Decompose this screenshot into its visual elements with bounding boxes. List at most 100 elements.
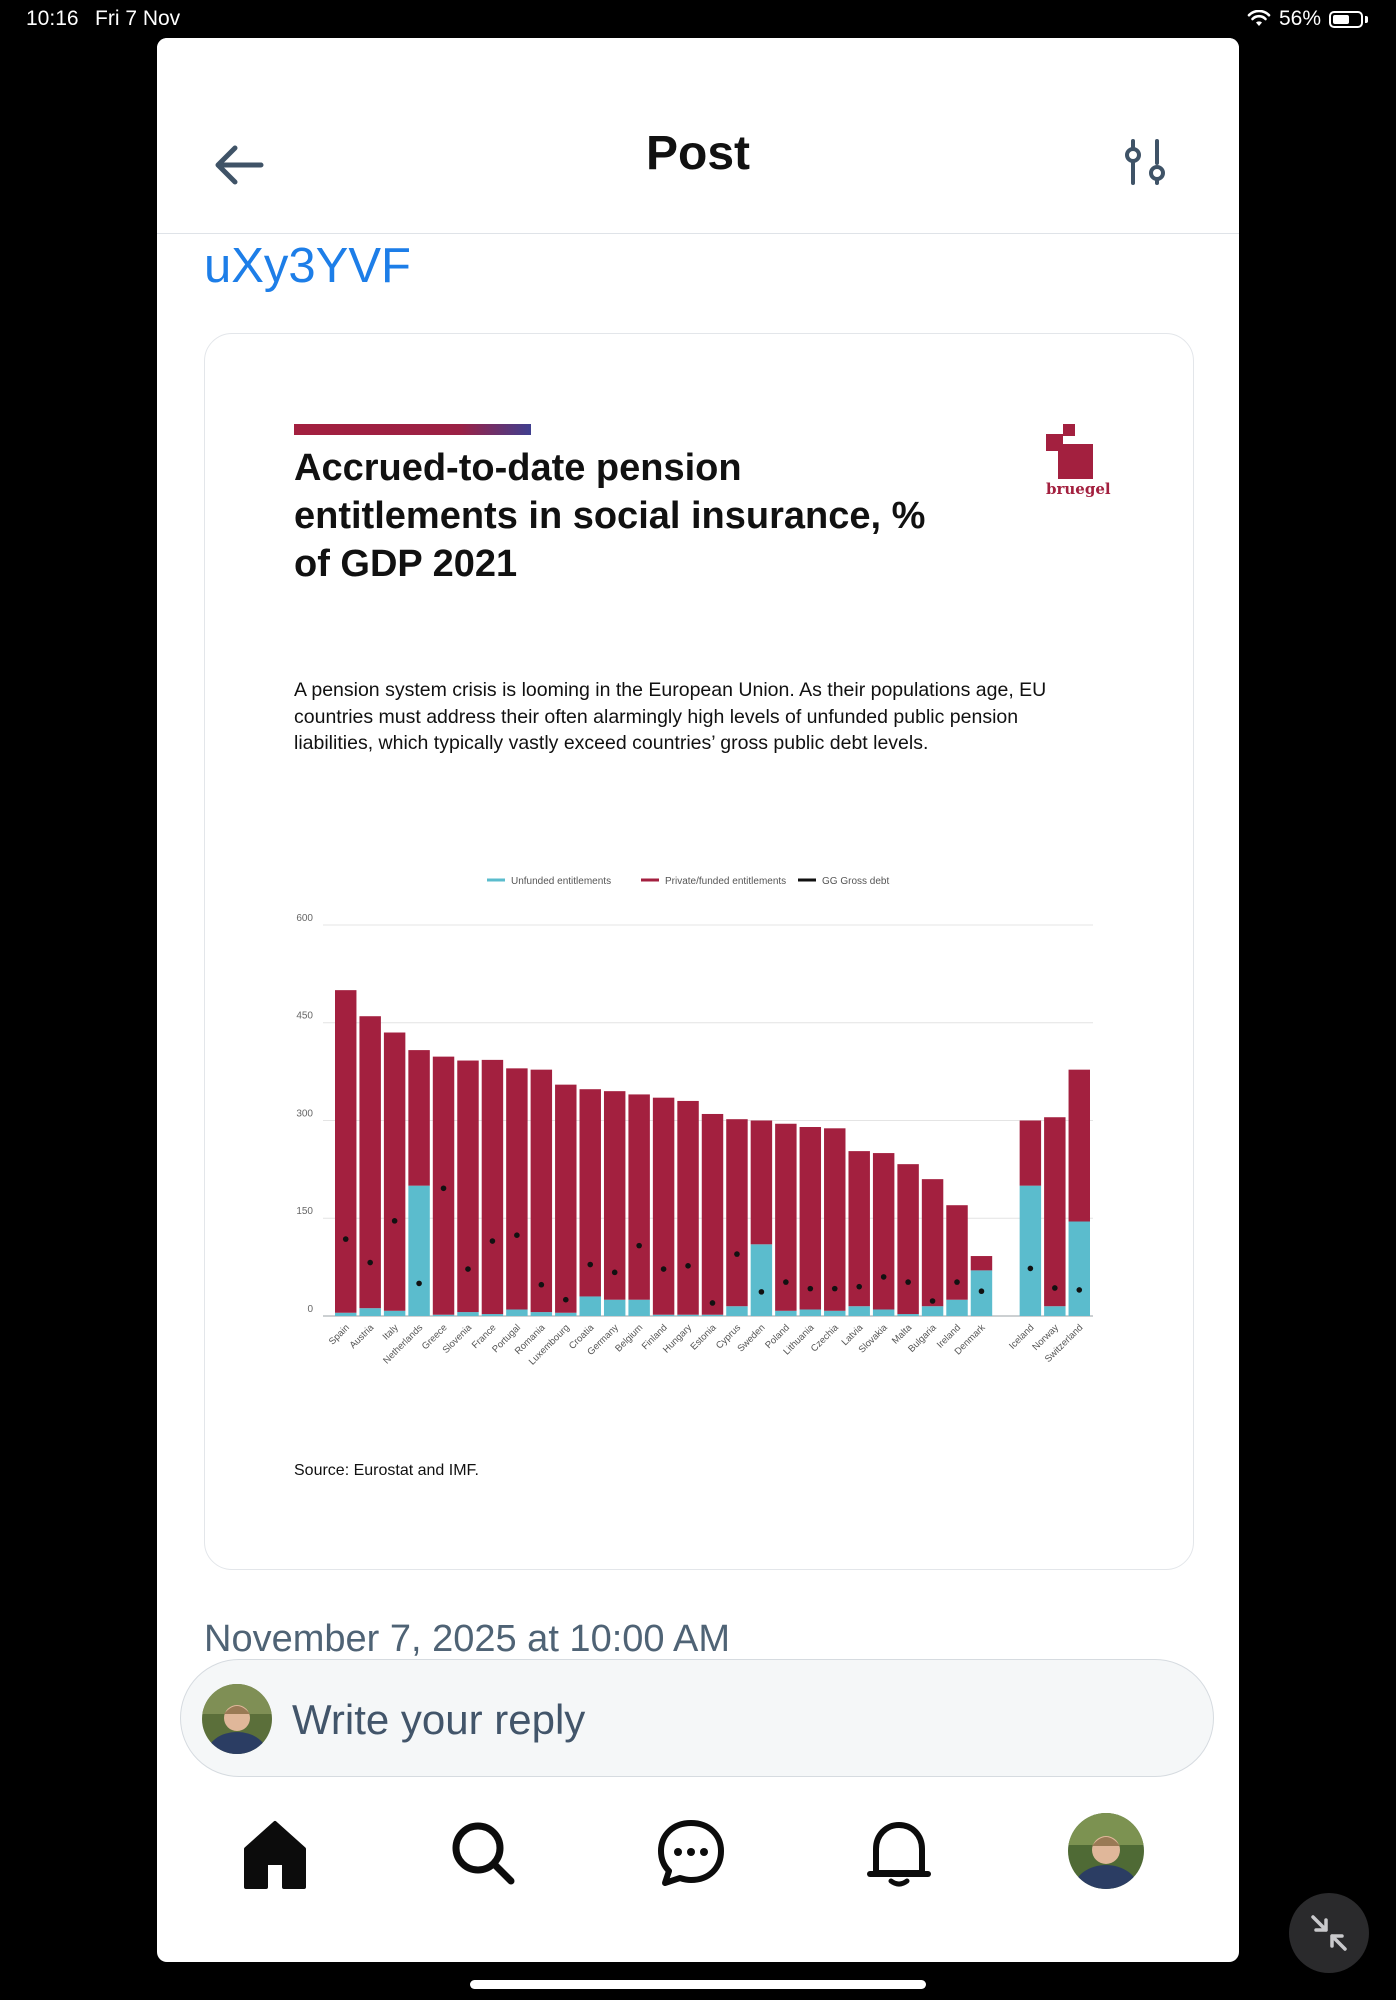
bar-private: [457, 1060, 479, 1313]
bar-unfunded: [726, 1306, 748, 1316]
bar-private: [1068, 1069, 1090, 1222]
bar-unfunded: [628, 1299, 650, 1316]
debt-marker: [660, 1266, 667, 1272]
bar-private: [726, 1119, 748, 1307]
bar-private: [530, 1069, 553, 1313]
bar-unfunded: [335, 1312, 357, 1316]
page-title: Post: [645, 127, 750, 180]
bar-unfunded: [530, 1312, 553, 1316]
bar-private: [628, 1094, 650, 1300]
post-link[interactable]: uXy3YVF: [204, 239, 411, 293]
bar-unfunded: [799, 1309, 822, 1316]
chart-debt-markers: [342, 1185, 1083, 1306]
bar-unfunded: [432, 1314, 455, 1316]
collapse-arrows-icon: [1311, 1915, 1347, 1951]
nav-search[interactable]: [443, 1813, 523, 1893]
chart-bars: [335, 990, 1090, 1316]
x-tick-label: Estonia: [688, 1322, 719, 1353]
debt-marker: [562, 1296, 569, 1303]
reply-input[interactable]: Write your reply: [180, 1659, 1214, 1777]
chart-source: Source: Eurostat and IMF.: [294, 1462, 479, 1479]
bar-unfunded: [1044, 1306, 1066, 1316]
bar-unfunded: [1068, 1221, 1090, 1316]
x-tick-label: Belgium: [613, 1322, 645, 1354]
battery-nub: [1365, 15, 1368, 23]
debt-marker: [514, 1232, 520, 1238]
bar-private: [921, 1179, 944, 1307]
bar-unfunded: [359, 1308, 381, 1316]
bar-private: [481, 1059, 504, 1315]
bar-private: [603, 1091, 626, 1300]
bar-private: [701, 1113, 724, 1315]
bar-private: [652, 1097, 675, 1315]
y-tick-label: 600: [296, 913, 313, 924]
x-tick-label: Sweden: [735, 1322, 767, 1354]
debt-marker: [416, 1280, 422, 1287]
debt-marker: [1076, 1287, 1083, 1293]
debt-marker: [880, 1274, 887, 1280]
bar-unfunded: [408, 1185, 430, 1316]
app-window: Post uXy3YVF: [157, 38, 1239, 1962]
home-indicator: [470, 1980, 926, 1989]
x-tick-label: Czechia: [809, 1322, 842, 1355]
status-time: 10:16: [26, 7, 79, 30]
bar-private: [1044, 1117, 1066, 1307]
nav-notifications[interactable]: [859, 1813, 939, 1893]
debt-marker: [905, 1279, 911, 1285]
debt-marker: [465, 1266, 471, 1272]
bell-icon: [867, 1822, 931, 1887]
bar-unfunded: [897, 1314, 919, 1316]
nav-messages[interactable]: [651, 1813, 731, 1893]
bar-unfunded: [750, 1244, 773, 1316]
bar-unfunded: [701, 1314, 724, 1316]
debt-marker: [734, 1251, 740, 1257]
bar-unfunded: [555, 1312, 577, 1316]
debt-marker: [954, 1279, 960, 1285]
nav-profile-avatar[interactable]: [1068, 1813, 1144, 1889]
bar-unfunded: [824, 1310, 846, 1316]
debt-marker: [831, 1285, 838, 1292]
chart-legend: Unfunded entitlements Private/funded enti…: [487, 876, 889, 887]
status-date: Fri 7 Nov: [95, 7, 181, 30]
bar-unfunded: [481, 1314, 504, 1316]
filter-button[interactable]: [1121, 135, 1171, 195]
bar-private: [335, 990, 357, 1313]
bar-private: [506, 1068, 528, 1310]
debt-marker: [611, 1269, 618, 1276]
chart-card[interactable]: bruegel Unfunded entitlements Private/fun…: [204, 333, 1194, 1570]
bar-private: [555, 1084, 577, 1313]
svg-text:bruegel: bruegel: [1046, 480, 1111, 498]
debt-marker: [978, 1288, 985, 1295]
debt-marker: [489, 1238, 496, 1244]
debt-marker: [807, 1285, 814, 1292]
x-tick-label: Italy: [381, 1322, 401, 1342]
sliders-icon: [1125, 139, 1165, 185]
post-header: Post: [157, 38, 1239, 234]
debt-marker: [709, 1300, 716, 1306]
back-button[interactable]: [209, 135, 269, 195]
y-tick-label: 450: [296, 1011, 313, 1022]
bar-private: [677, 1100, 699, 1315]
debt-marker: [587, 1261, 594, 1268]
title-accent-bar: [294, 424, 531, 435]
bar-private: [872, 1153, 895, 1310]
x-tick-label: Austria: [348, 1322, 377, 1351]
debt-marker: [391, 1218, 398, 1224]
nav-home[interactable]: [235, 1813, 315, 1893]
debt-marker: [758, 1289, 765, 1295]
bar-private: [970, 1256, 993, 1271]
bar-private: [408, 1050, 430, 1186]
battery-percent: 56%: [1278, 7, 1321, 30]
bar-unfunded: [775, 1310, 797, 1316]
bar-private: [824, 1128, 846, 1311]
bar-unfunded: [579, 1296, 601, 1316]
chart-title: Accrued-to-date pension entitlements in …: [294, 447, 926, 585]
bar-private: [359, 1016, 381, 1309]
minimize-button[interactable]: [1289, 1893, 1369, 1973]
debt-marker: [1027, 1265, 1034, 1272]
arrow-left-icon: [215, 145, 264, 185]
bruegel-logo: bruegel: [1046, 424, 1111, 498]
bar-unfunded: [848, 1306, 870, 1316]
bar-private: [383, 1032, 406, 1311]
debt-marker: [538, 1281, 545, 1288]
